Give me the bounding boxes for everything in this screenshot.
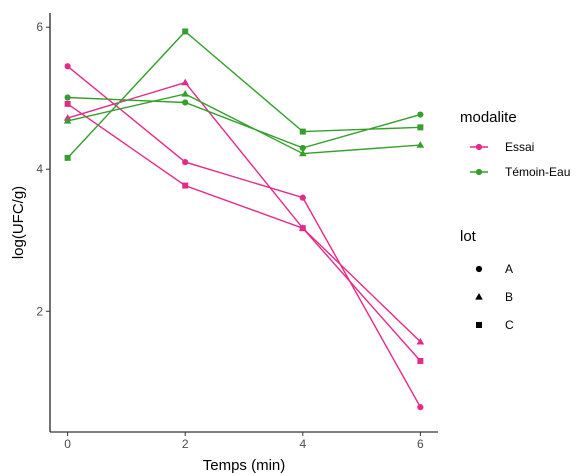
- series-Témoin-Eau-B: [63, 89, 425, 157]
- series-line: [67, 65, 422, 408]
- y-axis-title: log(UFC/g): [10, 186, 27, 259]
- series-Témoin-Eau-A: [64, 94, 424, 152]
- series-Essai-C: [64, 100, 424, 364]
- y-tick-label: 6: [36, 20, 43, 34]
- legend: modalite Essai Témoin-Eau lot ABC: [460, 109, 570, 332]
- data-point: [299, 144, 306, 152]
- data-point: [182, 28, 189, 35]
- y-tick-label: 2: [36, 304, 43, 318]
- series-line: [67, 96, 421, 149]
- x-tick-label: 2: [182, 437, 189, 451]
- data-point: [298, 149, 307, 157]
- series-Témoin-Eau-C: [64, 28, 424, 161]
- legend-key-shape: [475, 293, 483, 300]
- data-point: [64, 100, 71, 107]
- x-tick-label: 4: [299, 437, 306, 451]
- data-point: [299, 225, 306, 232]
- legend-title-lot: lot: [460, 228, 477, 245]
- legend-title-modalite: modalite: [460, 109, 517, 126]
- data-point: [416, 141, 425, 148]
- data-point: [63, 116, 72, 124]
- legend-label: A: [505, 262, 513, 276]
- data-point: [181, 89, 190, 97]
- series-line: [67, 103, 421, 362]
- legend-key-shape: [475, 265, 483, 273]
- series-line: [67, 81, 421, 343]
- data-point: [417, 404, 424, 411]
- series-line: [67, 93, 421, 155]
- x-tick-label: 6: [417, 437, 424, 451]
- x-axis-title: Temps (min): [203, 457, 286, 474]
- legend-label: B: [505, 290, 513, 304]
- legend-label: Témoin-Eau: [505, 165, 570, 179]
- axes: 0 2 4 6 2 4 6 Temps (min) log(UFC/g): [10, 13, 438, 474]
- x-tick-label: 0: [64, 437, 71, 451]
- data-point: [417, 357, 424, 364]
- data-point: [299, 194, 306, 201]
- data-point: [416, 337, 425, 345]
- legend-label: Essai: [505, 140, 534, 154]
- data-point: [299, 128, 306, 135]
- plot-area: [63, 28, 425, 411]
- legend-key-point: [475, 168, 483, 176]
- legend-label: C: [505, 318, 514, 332]
- data-point: [182, 99, 189, 106]
- data-point: [417, 111, 424, 118]
- legend-key-shape: [476, 322, 482, 328]
- data-point: [64, 94, 71, 101]
- data-point: [64, 154, 71, 161]
- series-line: [67, 30, 421, 159]
- data-point: [417, 124, 424, 131]
- series-Essai-A: [64, 63, 424, 411]
- y-tick-label: 4: [36, 162, 43, 176]
- data-point: [182, 182, 189, 189]
- data-point: [64, 63, 71, 70]
- legend-key-point: [475, 143, 483, 151]
- data-point: [181, 78, 190, 86]
- data-point: [182, 159, 189, 166]
